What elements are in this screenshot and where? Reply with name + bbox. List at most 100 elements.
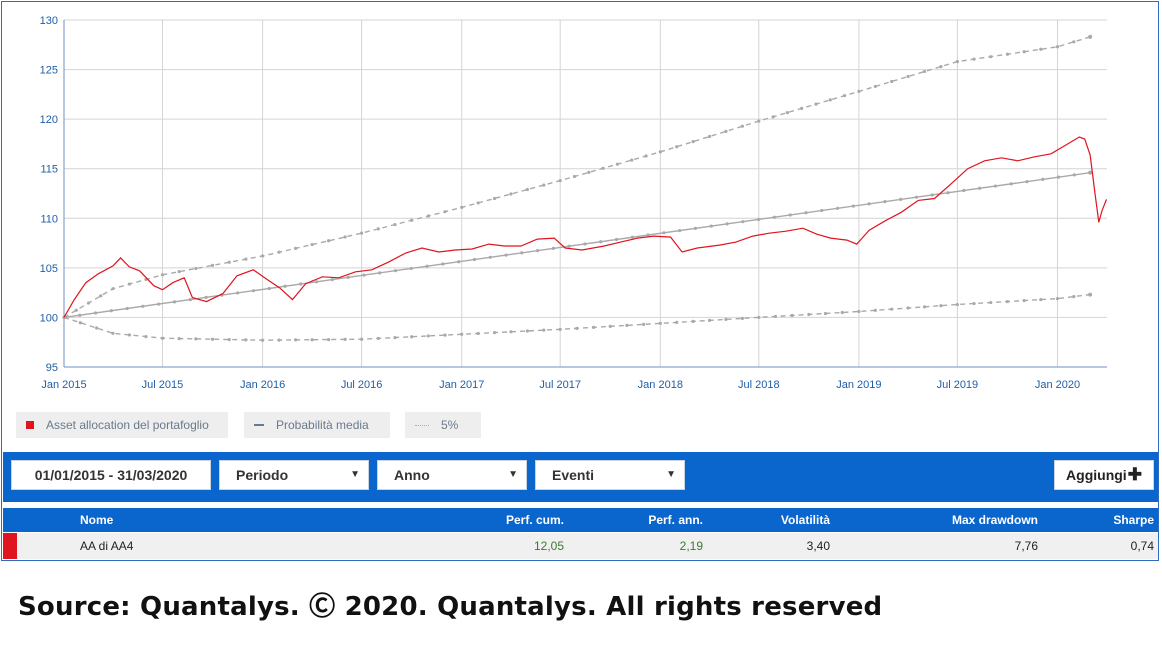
series-point-1: [883, 200, 887, 204]
series-point-2: [1022, 50, 1026, 54]
anno-select[interactable]: Anno ▼: [377, 460, 527, 490]
series-point-3: [1088, 292, 1093, 297]
series-line-2: [63, 36, 1091, 319]
series-point-1: [346, 275, 350, 279]
cell-sharpe: 0,74: [1130, 539, 1154, 553]
series-point-3: [260, 338, 265, 342]
series-point-1: [109, 309, 113, 313]
series-point-2: [194, 266, 198, 271]
header-nome[interactable]: Nome: [80, 513, 114, 527]
date-range-field[interactable]: 01/01/2015 - 31/03/2020: [11, 460, 211, 490]
series-point-1: [283, 284, 287, 288]
series-point-1: [946, 191, 950, 195]
legend-item-probabilita-media[interactable]: Probabilità media: [244, 412, 390, 438]
y-tick-label: 120: [40, 114, 58, 126]
series-point-3: [111, 331, 115, 335]
series-point-3: [691, 319, 695, 323]
series-point-2: [509, 192, 513, 196]
series-point-2: [360, 231, 364, 235]
header-sharpe[interactable]: Sharpe: [1113, 513, 1154, 527]
series-point-3: [642, 322, 646, 326]
aggiungi-button[interactable]: Aggiungi ✚: [1054, 460, 1154, 490]
series-point-1: [1025, 179, 1029, 184]
periodo-select[interactable]: Periodo ▼: [219, 460, 369, 490]
series-point-3: [840, 310, 844, 315]
series-point-1: [551, 246, 555, 250]
series-point-1: [662, 231, 666, 235]
legend-item-portfolio[interactable]: Asset allocation del portafoglio: [16, 412, 228, 438]
series-point-2: [1072, 40, 1076, 44]
series-point-2: [955, 60, 959, 64]
performance-chart: 95 100 105 110 115 120 125 130 Jan 2015 Jul 2015 J…: [40, 15, 1108, 391]
series-point-2: [277, 250, 281, 254]
eventi-select[interactable]: Eventi ▼: [535, 460, 685, 490]
series-point-3: [625, 323, 629, 327]
series-point-2: [800, 106, 804, 110]
header-max-drawdown[interactable]: Max drawdown: [951, 513, 1038, 527]
series-point-3: [327, 337, 331, 342]
series-point-2: [890, 79, 894, 84]
series-point-1: [393, 269, 398, 273]
series-point-1: [1041, 177, 1045, 181]
anno-label: Anno: [394, 467, 430, 483]
series-point-2: [410, 218, 414, 222]
series-point-1: [757, 217, 761, 222]
x-tick-label: Jul 2017: [539, 379, 581, 391]
series-point-3: [1055, 296, 1060, 301]
date-range-value: 01/01/2015 - 31/03/2020: [34, 467, 188, 483]
series-point-1: [867, 202, 871, 206]
series-point-2: [244, 257, 248, 261]
series-point-1: [125, 306, 129, 311]
series-point-1: [472, 257, 477, 262]
cell-max-drawdown: 7,76: [1014, 539, 1038, 553]
series-point-2: [724, 129, 728, 133]
series-point-1: [741, 220, 745, 224]
series-point-2: [393, 222, 397, 227]
series-point-1: [330, 277, 334, 282]
series-point-2: [525, 187, 529, 192]
series-point-2: [111, 287, 115, 291]
series-point-2: [740, 124, 744, 128]
series-point-1: [709, 224, 713, 228]
series-point-3: [227, 337, 231, 342]
series-point-2: [310, 242, 314, 247]
series-line-1: [63, 172, 1091, 319]
series-point-1: [567, 244, 571, 248]
series-point-3: [525, 329, 529, 333]
series-point-1: [172, 300, 177, 304]
series-point-2: [443, 210, 447, 214]
series-point-2: [601, 166, 605, 170]
series-point-1: [457, 260, 461, 264]
header-perf-cum[interactable]: Perf. cum.: [505, 513, 564, 527]
series-point-2: [1039, 47, 1043, 51]
table-header: Nome Perf. cum. Perf. ann. Volatilità Ma…: [3, 508, 1158, 532]
series-point-3: [1022, 298, 1026, 303]
series-point-3: [310, 338, 314, 342]
series-point-1: [630, 235, 634, 239]
series-point-1: [614, 237, 619, 242]
legend-label-probabilita-media: Probabilità media: [276, 418, 369, 432]
series-point-1: [678, 228, 682, 233]
series-point-1: [520, 251, 524, 255]
series-point-2: [86, 301, 91, 305]
series-point-1: [1056, 175, 1061, 179]
series-point-1: [804, 211, 808, 215]
header-volatilita[interactable]: Volatilità: [780, 513, 830, 527]
x-tick-label: Jul 2015: [142, 379, 184, 391]
legend-item-5pct[interactable]: 5%: [405, 412, 481, 438]
series-point-1: [978, 186, 982, 190]
series-point-3: [757, 315, 761, 320]
table-row[interactable]: AA di AA4 12,05 2,19 3,40 7,76 0,74: [3, 533, 1158, 559]
header-perf-ann[interactable]: Perf. ann.: [648, 513, 703, 527]
series-point-3: [591, 325, 596, 329]
series-point-1: [425, 264, 429, 268]
series-point-3: [426, 334, 430, 338]
eventi-label: Eventi: [552, 467, 595, 483]
series-point-3: [194, 337, 198, 341]
series-point-2: [691, 140, 695, 144]
series-point-2: [906, 74, 910, 79]
x-tick-label: Jan 2019: [836, 379, 881, 391]
series-point-2: [1088, 34, 1093, 39]
series-point-3: [575, 326, 579, 330]
series-point-1: [1009, 182, 1013, 186]
